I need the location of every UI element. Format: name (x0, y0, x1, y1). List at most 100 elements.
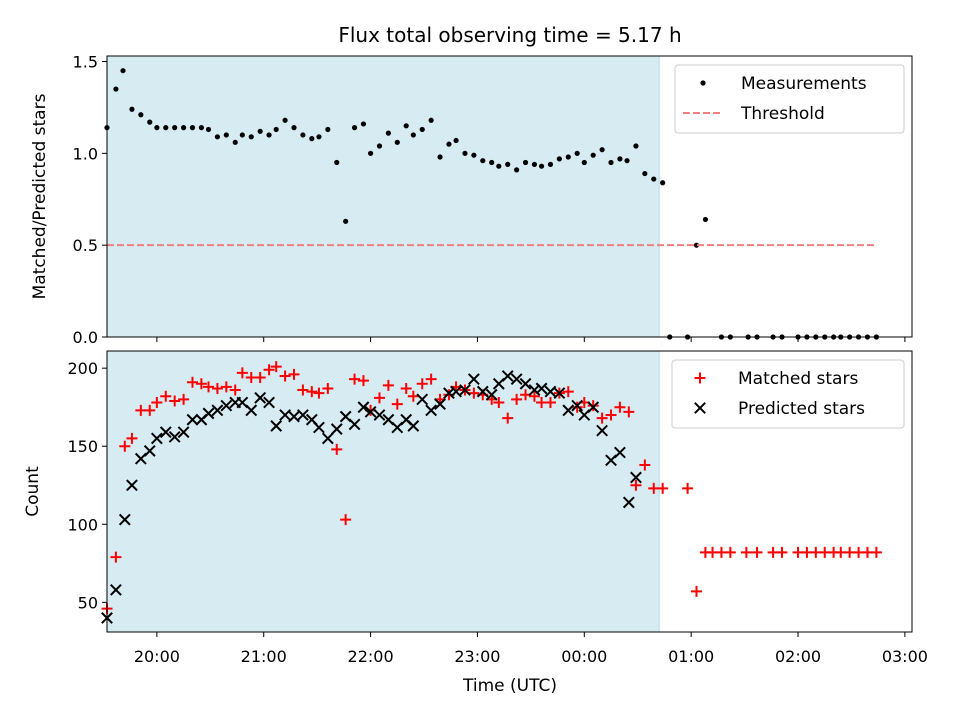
bottom-axes-frame (106, 350, 913, 633)
data-point (425, 404, 438, 417)
x-tick-label: 22:00 (348, 647, 394, 666)
data-point (211, 404, 224, 417)
data-point (590, 152, 596, 158)
data-point (391, 398, 403, 410)
data-point (168, 430, 181, 443)
legend-swatch (700, 80, 706, 86)
data-point (343, 218, 349, 224)
data-point (364, 405, 377, 418)
data-point (657, 482, 669, 494)
data-point (400, 382, 412, 394)
data-point (322, 382, 334, 394)
data-point (596, 424, 609, 437)
data-point (143, 445, 156, 457)
legend-box (674, 64, 905, 134)
data-point (608, 159, 614, 166)
data-point (502, 412, 514, 424)
data-point (639, 459, 651, 471)
data-point (357, 375, 369, 387)
data-point (514, 167, 520, 173)
data-point (239, 132, 245, 138)
data-point (562, 404, 575, 417)
data-point (614, 401, 626, 413)
data-point (428, 117, 434, 123)
data-point (702, 216, 709, 223)
x-axis-label: Time (UTC) (462, 676, 557, 696)
data-point (562, 386, 574, 398)
legend-box (671, 359, 905, 429)
data-point (180, 125, 187, 131)
data-point (630, 479, 642, 491)
data-point (126, 479, 138, 492)
data-point (660, 180, 666, 186)
data-point (531, 161, 538, 167)
data-point (450, 385, 462, 398)
data-point (334, 159, 340, 166)
data-point (109, 583, 122, 596)
data-point (367, 150, 374, 156)
data-point (288, 410, 300, 423)
bottom-y-axis-label: Count (23, 466, 43, 517)
data-point (229, 384, 241, 396)
data-point (223, 132, 229, 138)
data-point (300, 132, 306, 138)
y-tick-label: 0.0 (73, 328, 98, 347)
legend-label: Matched stars (738, 369, 858, 389)
data-point (220, 399, 233, 412)
data-point (870, 546, 882, 558)
data-point (605, 409, 617, 421)
x-tick-label: 20:00 (134, 647, 180, 666)
data-point (172, 125, 178, 131)
data-point (266, 132, 272, 138)
data-point (565, 154, 571, 160)
data-point (211, 382, 223, 394)
data-point (382, 379, 394, 391)
data-point (394, 139, 400, 145)
data-point (462, 150, 468, 156)
x-tick-label: 21:00 (241, 647, 287, 666)
data-point (119, 440, 131, 452)
data-point (163, 125, 169, 131)
data-point (682, 482, 694, 494)
top-y-axis-label: Matched/Predicted stars (30, 93, 50, 299)
data-point (553, 387, 566, 400)
series-0 (104, 68, 879, 340)
data-point (325, 126, 331, 133)
data-point (776, 546, 788, 558)
data-point (351, 125, 358, 131)
data-point (118, 513, 131, 526)
data-point (622, 496, 635, 509)
legend-label: Predicted stars (738, 399, 865, 419)
data-point (373, 409, 386, 421)
data-point (273, 126, 279, 133)
data-point (574, 150, 580, 156)
data-point (599, 147, 605, 153)
data-point (236, 367, 248, 379)
bottom-legend: Matched stars Predicted stars (671, 359, 905, 429)
data-point (416, 393, 429, 406)
data-point (633, 143, 639, 149)
data-point (630, 471, 642, 484)
data-point (297, 384, 309, 396)
data-point (254, 372, 266, 384)
data-point (510, 373, 523, 386)
data-point (214, 134, 221, 140)
data-point (468, 387, 480, 399)
data-point (651, 176, 657, 182)
data-point (471, 152, 477, 158)
data-point (316, 134, 322, 140)
data-point (282, 117, 288, 123)
top-legend: Measurements Threshold (674, 64, 905, 134)
data-point (740, 546, 752, 558)
data-point (519, 377, 532, 390)
data-point (178, 393, 190, 405)
data-point (279, 409, 292, 421)
data-point (614, 446, 626, 459)
data-point (624, 158, 630, 164)
x-tick-label: 01:00 (668, 647, 714, 666)
series-1 (101, 370, 642, 624)
top-axes: 0.0 0.5 1.0 1.5 Matched/Predicted stars Mea… (30, 53, 913, 347)
data-point (159, 426, 172, 439)
data-point (154, 125, 160, 131)
